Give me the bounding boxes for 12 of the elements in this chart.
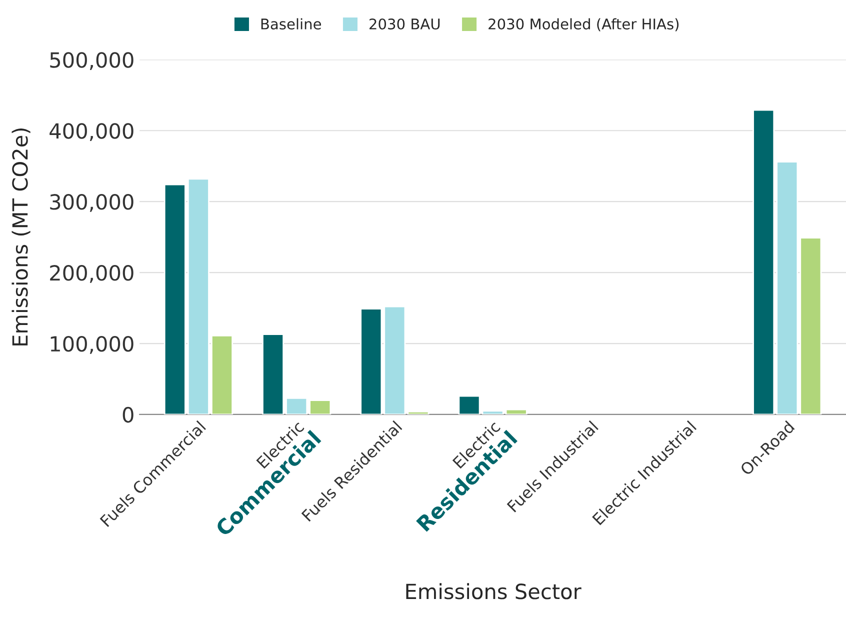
legend-label: Baseline — [261, 18, 322, 30]
x-axis-title: Emissions Sector — [406, 583, 582, 600]
legend-label: 2030 Modeled (After HIAs) — [488, 18, 679, 32]
bar — [458, 395, 480, 414]
y-tick-label: 0 — [122, 406, 134, 423]
y-axis-title: Emissions (MT CO2e) — [12, 128, 30, 346]
y-tick-label: 300,000 — [50, 194, 134, 212]
y-tick-label: 500,000 — [50, 52, 134, 70]
y-tick-label: 200,000 — [50, 265, 134, 283]
y-tick-label: 400,000 — [50, 123, 134, 141]
legend-label: 2030 BAU — [370, 18, 440, 30]
y-tick-label: 100,000 — [50, 336, 134, 354]
